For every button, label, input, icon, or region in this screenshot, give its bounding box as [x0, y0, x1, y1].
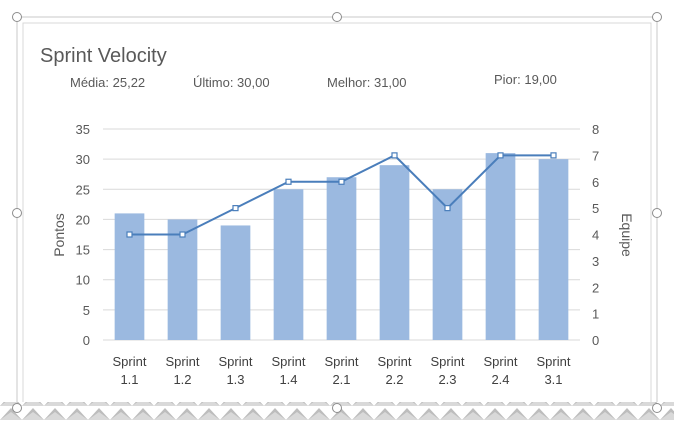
- y-tick-label: 10: [76, 273, 90, 288]
- resize-handle-tr[interactable]: [652, 12, 662, 22]
- chart-title: Sprint Velocity: [40, 45, 167, 67]
- x-tick-label: Sprint 2.3: [431, 354, 465, 387]
- y2-axis-title: Equipe: [619, 213, 635, 257]
- x-tick-label: Sprint 1.2: [166, 354, 200, 387]
- bar: [379, 165, 410, 340]
- y-axis-title: Pontos: [51, 213, 67, 257]
- x-tick-label: Sprint 1.4: [272, 354, 306, 387]
- resize-handle-bl[interactable]: [12, 403, 22, 413]
- y2-tick-label: 8: [592, 122, 599, 137]
- stat-ultimo: Último: 30,00: [193, 75, 270, 90]
- resize-handle-mr[interactable]: [652, 208, 662, 218]
- bar: [326, 177, 357, 340]
- y-tick-label: 30: [76, 152, 90, 167]
- y2-tick-label: 6: [592, 175, 599, 190]
- line-point: [391, 152, 398, 159]
- bar: [273, 189, 304, 340]
- y2-tick-label: 2: [592, 280, 599, 295]
- x-tick-label: Sprint 2.1: [325, 354, 359, 387]
- selection-handles[interactable]: [12, 12, 662, 218]
- x-axis-labels: Sprint 1.1 Sprint 1.2 Sprint 1.3 Sprint 1.4 Spri…: [113, 354, 571, 387]
- resize-handle-bc[interactable]: [332, 403, 342, 413]
- x-tick-label: Sprint 3.1: [537, 354, 571, 387]
- y-tick-label: 0: [83, 333, 90, 348]
- y-tick-label: 5: [83, 303, 90, 318]
- line-point: [179, 231, 186, 238]
- stat-media: Média: 25,22: [70, 75, 145, 90]
- line-point: [232, 205, 239, 212]
- stat-melhor: Melhor: 31,00: [327, 75, 407, 90]
- y2-tick-label: 4: [592, 228, 599, 243]
- x-tick-label: Sprint 1.1: [113, 354, 147, 387]
- x-tick-label: Sprint 1.3: [219, 354, 253, 387]
- stat-pior: Pior: 19,00: [494, 72, 557, 87]
- line-series: [126, 152, 557, 238]
- y-axis-ticks: 0 5 10 15 20 25 30 35: [76, 122, 90, 348]
- resize-handle-tl[interactable]: [12, 12, 22, 22]
- y2-tick-label: 3: [592, 254, 599, 269]
- bar: [220, 225, 251, 340]
- resize-handle-ml[interactable]: [12, 208, 22, 218]
- y-tick-label: 25: [76, 182, 90, 197]
- resize-handle-br[interactable]: [652, 403, 662, 413]
- line-point: [126, 231, 133, 238]
- y-tick-label: 15: [76, 243, 90, 258]
- y2-axis-ticks: 0 1 2 3 4 5 6 7 8: [592, 122, 599, 348]
- bar: [167, 219, 198, 340]
- y-tick-label: 20: [76, 212, 90, 227]
- line-point: [285, 178, 292, 185]
- y2-tick-label: 5: [592, 201, 599, 216]
- y2-tick-label: 7: [592, 148, 599, 163]
- line-point: [338, 178, 345, 185]
- bar: [485, 153, 516, 340]
- line-point: [497, 152, 504, 159]
- bar-series: [114, 153, 569, 340]
- bar: [538, 159, 569, 340]
- y2-tick-label: 0: [592, 333, 599, 348]
- y2-tick-label: 1: [592, 307, 599, 322]
- bar: [432, 189, 463, 340]
- resize-handle-tc[interactable]: [332, 12, 342, 22]
- x-tick-label: Sprint 2.2: [378, 354, 412, 387]
- line-point: [550, 152, 557, 159]
- line-point: [444, 205, 451, 212]
- x-tick-label: Sprint 2.4: [484, 354, 518, 387]
- y-tick-label: 35: [76, 122, 90, 137]
